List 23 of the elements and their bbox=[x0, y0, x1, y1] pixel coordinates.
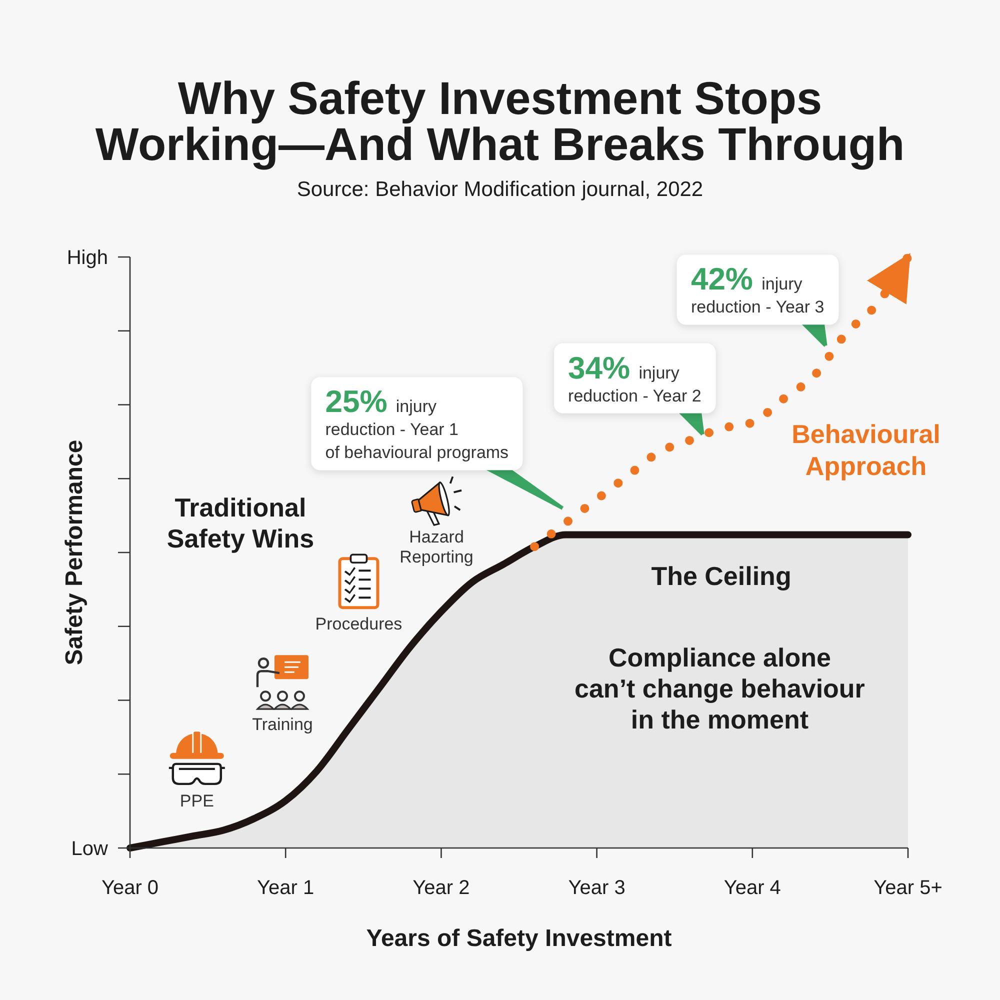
text: High bbox=[66, 247, 108, 269]
x-tick-label: Year 3 bbox=[568, 877, 626, 899]
x-tick-label: Year 4 bbox=[724, 877, 781, 899]
chart-title: Why Safety Investment Stops Working—And What Breaks Through bbox=[95, 72, 905, 170]
x-tick-label: Year 5+ bbox=[874, 877, 942, 899]
text: Low bbox=[71, 838, 109, 860]
annotation: PPE bbox=[180, 792, 214, 811]
annotation: 25% injury reduction - Year 1 of behavioural programs bbox=[325, 384, 509, 462]
x-tick-label: Year 2 bbox=[412, 877, 470, 899]
y-axis-title: Safety Performance bbox=[61, 440, 88, 666]
annotation: Training bbox=[252, 714, 313, 734]
x-axis-title: Years of Safety Investment bbox=[366, 925, 672, 952]
annotation: Traditional Safety Wins bbox=[166, 492, 314, 554]
annotation: 34% injury reduction - Year 2 bbox=[568, 350, 702, 406]
annotation: Hazard Reporting bbox=[400, 528, 474, 567]
annotation: The Ceiling bbox=[651, 561, 792, 592]
x-tick-label: Year 0 bbox=[101, 877, 159, 899]
chart-subtitle: Source: Behavior Modification journal, 2022 bbox=[296, 178, 704, 201]
x-tick-label: Year 1 bbox=[257, 877, 314, 899]
annotation: 42% injury reduction - Year 3 bbox=[690, 262, 824, 317]
annotation: Procedures bbox=[315, 614, 402, 634]
annotation: Compliance alone can’t change behaviour in the moment bbox=[574, 642, 865, 735]
series-label: Behavioural Approach bbox=[792, 419, 940, 481]
